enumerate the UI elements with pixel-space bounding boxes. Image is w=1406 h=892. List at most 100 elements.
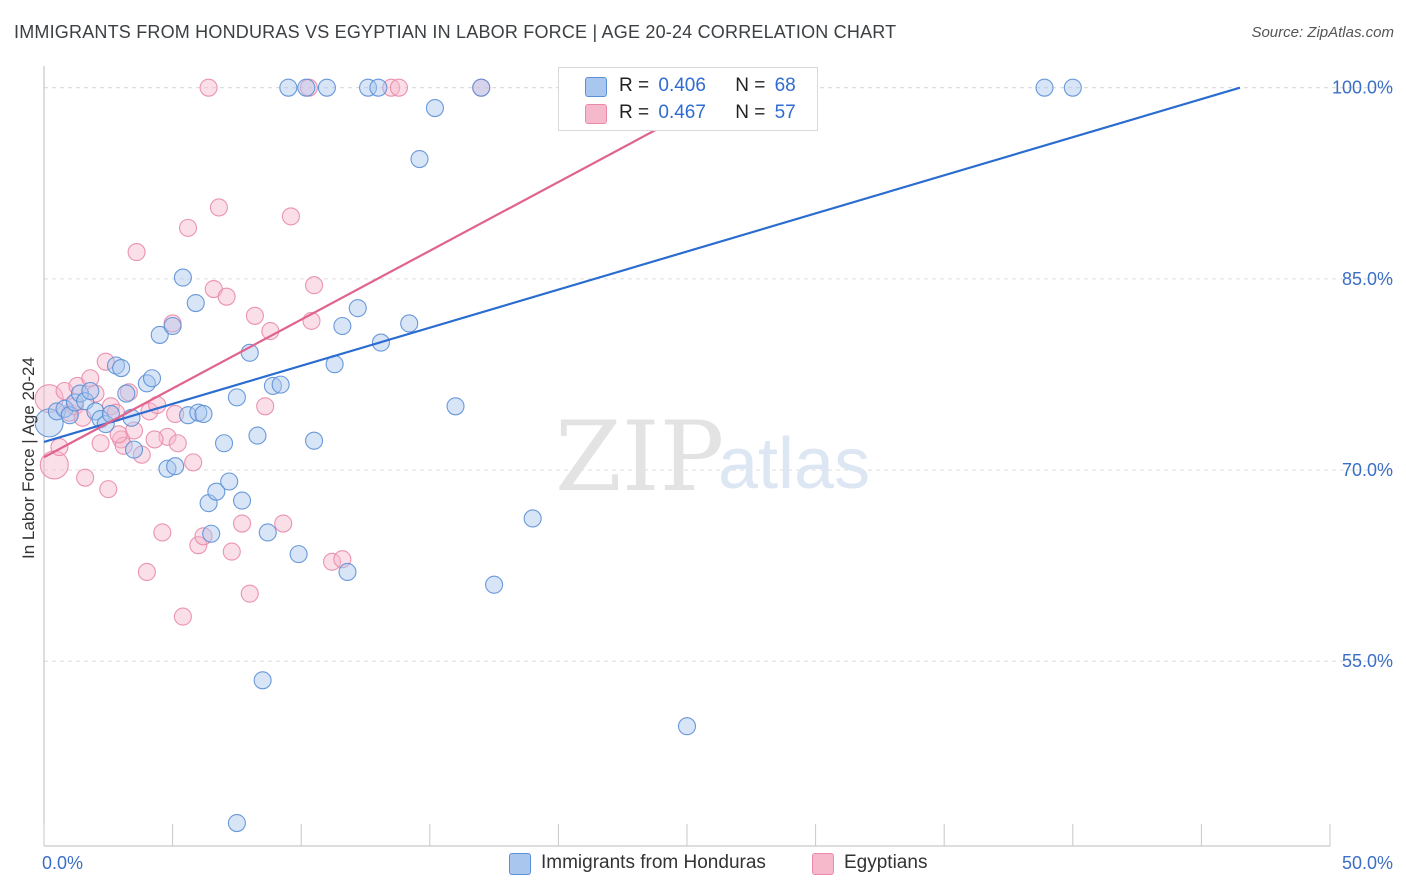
- honduras-point-51: [369, 78, 388, 97]
- egyptians-point-36: [217, 287, 236, 306]
- egyptians-legend-label: Egyptians: [844, 852, 928, 873]
- legend-n-label: N =: [735, 75, 766, 96]
- egyptians-point-27: [168, 434, 187, 453]
- legend-r-label: R =: [619, 102, 650, 123]
- honduras-point-57: [472, 78, 491, 97]
- egyptians-point-55: [109, 425, 128, 444]
- honduras-point-7: [81, 381, 100, 401]
- honduras-point-14: [117, 384, 136, 403]
- honduras-point-37: [253, 671, 272, 690]
- legend-n-value-honduras: 68: [774, 75, 796, 96]
- egyptians-point-12: [96, 352, 115, 371]
- egyptians-point-37: [222, 542, 241, 561]
- honduras-point-38: [258, 523, 277, 542]
- honduras-point-25: [186, 294, 205, 313]
- egyptians-point-56: [145, 430, 164, 449]
- honduras-point-36: [248, 426, 267, 445]
- honduras-legend-icon: [509, 853, 531, 875]
- egyptians-point-24: [153, 523, 172, 542]
- honduras-point-24: [178, 406, 198, 425]
- y-tick-label-55: 55.0%: [1342, 651, 1393, 671]
- x-tick-label-max: 50.0%: [1342, 853, 1393, 873]
- honduras-point-49: [348, 299, 367, 318]
- honduras-point-43: [297, 78, 316, 97]
- honduras-point-19: [150, 325, 169, 344]
- honduras-legend-label: Immigrants from Honduras: [541, 852, 766, 873]
- y-tick-label-70: 70.0%: [1342, 460, 1393, 480]
- gridlines: [44, 87, 1396, 662]
- honduras-point-50: [359, 78, 378, 97]
- egyptians-point-31: [189, 536, 208, 555]
- honduras-point-21: [163, 316, 182, 336]
- honduras-point-32: [220, 472, 239, 491]
- egyptians-point-28: [173, 607, 192, 626]
- honduras-point-23: [173, 268, 192, 287]
- y-tick-label-85: 85.0%: [1342, 269, 1393, 289]
- honduras-point-56: [446, 397, 465, 416]
- honduras-point-40: [271, 375, 290, 394]
- egyptians-point-50: [382, 78, 401, 97]
- x-tick-labels: 0.0% 50.0%: [42, 853, 1393, 873]
- honduras-point-33: [227, 388, 246, 407]
- honduras-point-54: [410, 149, 429, 169]
- egyptians-point-29: [178, 218, 198, 237]
- egyptians-point-38: [232, 514, 252, 533]
- honduras-point-34: [232, 491, 252, 510]
- honduras-trend-line: [43, 86, 1241, 444]
- honduras-point-47: [333, 316, 352, 336]
- honduras-point-66: [1063, 78, 1082, 97]
- egyptians-trend-line: [43, 112, 688, 459]
- egyptians-point-13: [99, 480, 118, 499]
- egyptians-point-39: [240, 584, 259, 603]
- egyptians-point-40: [245, 306, 264, 325]
- egyptians-point-11: [91, 434, 110, 453]
- egyptians-point-46: [305, 276, 324, 295]
- egyptians-point-44: [281, 207, 300, 226]
- legend-n-label: N =: [735, 102, 766, 123]
- egyptians-point-8: [76, 468, 95, 487]
- egyptians-legend-icon: [812, 853, 834, 875]
- honduras-point-55: [425, 99, 444, 118]
- x-tick-label-min: 0.0%: [42, 853, 83, 873]
- honduras-swatch-icon: [585, 77, 607, 97]
- honduras-point-16: [124, 440, 144, 459]
- honduras-point-45: [317, 78, 336, 97]
- honduras-point-41: [279, 78, 298, 97]
- egyptians-point-41: [256, 397, 275, 416]
- honduras-point-39: [263, 376, 282, 395]
- egyptians-point-21: [137, 562, 156, 582]
- honduras-point-29: [202, 524, 221, 543]
- egyptians-point-33: [199, 78, 218, 97]
- honduras-points: [34, 78, 1082, 833]
- trend-lines: [43, 86, 1241, 459]
- legend-r-value-egyptians: 0.467: [658, 102, 706, 123]
- honduras-point-62: [677, 717, 697, 736]
- honduras-point-31: [214, 434, 234, 453]
- y-tick-labels: 55.0% 70.0% 85.0% 100.0%: [1332, 78, 1393, 672]
- source-label: Source: ZipAtlas.com: [1251, 24, 1394, 41]
- legend-r-label: R =: [619, 75, 650, 96]
- honduras-point-53: [400, 314, 419, 333]
- axes: [43, 66, 1331, 847]
- egyptians-point-19: [127, 243, 146, 262]
- honduras-point-27: [194, 404, 213, 423]
- egyptians-point-51: [389, 78, 408, 97]
- honduras-point-12: [106, 356, 126, 375]
- honduras-point-13: [112, 359, 131, 378]
- egyptians-point-1: [39, 450, 69, 480]
- egyptians-point-30: [184, 453, 203, 472]
- legend-n-value-egyptians: 57: [774, 102, 796, 123]
- y-axis-title: In Labor Force | Age 20-24: [19, 357, 38, 559]
- honduras-point-17: [137, 374, 156, 393]
- egyptians-swatch-icon: [585, 104, 607, 124]
- legend-r-value-honduras: 0.406: [658, 75, 706, 96]
- honduras-point-44: [305, 431, 324, 450]
- y-tick-label-100: 100.0%: [1332, 78, 1393, 98]
- watermark: ZIP atlas: [555, 401, 870, 513]
- egyptians-point-48: [323, 552, 342, 571]
- honduras-point-67: [1035, 78, 1054, 97]
- egyptians-point-17: [114, 436, 133, 455]
- honduras-point-42: [289, 545, 308, 564]
- honduras-point-48: [338, 562, 357, 582]
